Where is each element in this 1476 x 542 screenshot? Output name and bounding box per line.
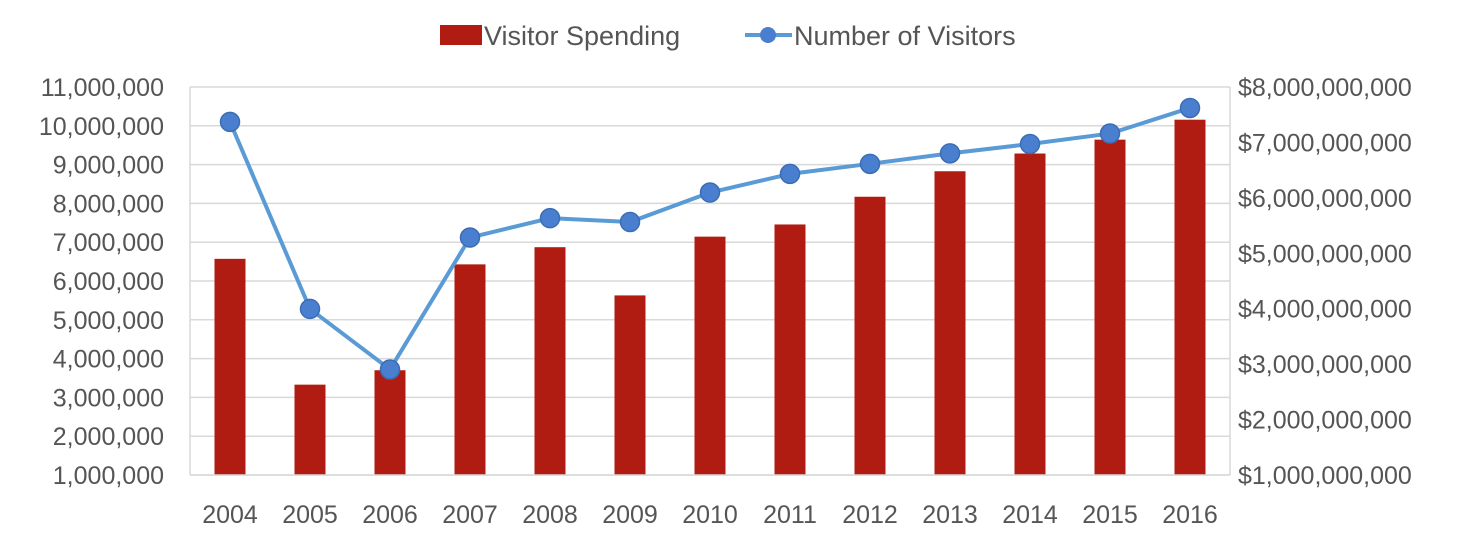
- x-tick-label: 2006: [362, 501, 418, 529]
- left-tick-label: 11,000,000: [41, 74, 164, 102]
- visitors-point-2012: [859, 153, 881, 175]
- x-tick-label: 2004: [202, 501, 258, 529]
- bar-2010: [694, 236, 726, 475]
- visitors-line: [219, 97, 1201, 380]
- visitors-point-2009: [619, 211, 641, 233]
- right-tick-label: $6,000,000,000: [1238, 185, 1412, 213]
- visitors-point-2011: [779, 163, 801, 185]
- right-tick-label: $2,000,000,000: [1238, 407, 1412, 435]
- bar-2011: [774, 224, 806, 475]
- bar-2007: [454, 264, 486, 475]
- x-tick-label: 2005: [282, 501, 338, 529]
- x-tick-label: 2010: [682, 501, 738, 529]
- right-axis-ticks: $1,000,000,000 $2,000,000,000 $3,000,000,0…: [1238, 74, 1412, 490]
- bar-2008: [534, 247, 566, 475]
- bar-2005: [294, 384, 326, 475]
- bar-2012: [854, 196, 886, 475]
- x-tick-label: 2007: [442, 501, 498, 529]
- right-tick-label: $4,000,000,000: [1238, 296, 1412, 324]
- left-tick-label: 9,000,000: [53, 152, 164, 180]
- left-tick-label: 1,000,000: [53, 462, 164, 490]
- visitors-point-2016: [1179, 97, 1201, 119]
- visitors-point-2007: [459, 227, 481, 248]
- x-tick-label: 2016: [1162, 501, 1218, 529]
- visitors-point-2010: [699, 182, 721, 203]
- legend-marker-swatch: [760, 27, 776, 43]
- bar-2006: [374, 370, 406, 475]
- legend-item-spending[interactable]: Visitor Spending: [440, 21, 680, 51]
- axis-lines: [189, 87, 1231, 476]
- x-tick-label: 2013: [922, 501, 978, 529]
- legend-label-spending: Visitor Spending: [484, 21, 680, 51]
- visitors-point-2014: [1019, 133, 1041, 155]
- left-tick-label: 5,000,000: [53, 307, 164, 335]
- spending-bars: [214, 119, 1206, 476]
- bar-2014: [1014, 153, 1046, 475]
- visitors-point-2006: [379, 359, 401, 380]
- visitors-point-2008: [539, 207, 561, 229]
- legend-item-visitors[interactable]: Number of Visitors: [745, 21, 1016, 51]
- left-tick-label: 2,000,000: [53, 423, 164, 451]
- x-tick-label: 2015: [1082, 501, 1138, 529]
- right-tick-label: $1,000,000,000: [1238, 462, 1412, 490]
- x-tick-label: 2008: [522, 501, 578, 529]
- right-tick-label: $5,000,000,000: [1238, 240, 1412, 268]
- x-tick-label: 2014: [1002, 501, 1058, 529]
- left-tick-label: 6,000,000: [53, 268, 164, 296]
- legend: Visitor Spending Number of Visitors: [440, 21, 1016, 51]
- left-tick-label: 7,000,000: [53, 229, 164, 257]
- left-tick-label: 4,000,000: [53, 346, 164, 374]
- left-axis-ticks: 1,000,000 2,000,000 3,000,000 4,000,000 5,00…: [39, 74, 164, 490]
- visitors-point-2004: [219, 111, 241, 133]
- legend-label-visitors: Number of Visitors: [794, 21, 1016, 51]
- visitors-point-2013: [939, 143, 961, 164]
- left-tick-label: 10,000,000: [39, 113, 164, 141]
- bar-2013: [934, 171, 966, 475]
- right-tick-label: $3,000,000,000: [1238, 351, 1412, 379]
- bar-2015: [1094, 139, 1126, 475]
- x-tick-label: 2009: [602, 501, 658, 529]
- right-tick-label: $7,000,000,000: [1238, 129, 1412, 157]
- visitors-point-2015: [1099, 123, 1121, 144]
- x-tick-label: 2011: [763, 501, 817, 529]
- x-tick-label: 2012: [842, 501, 898, 529]
- visitors-point-2005: [299, 298, 321, 320]
- bar-2004: [214, 258, 246, 475]
- left-tick-label: 3,000,000: [53, 384, 164, 412]
- x-axis-ticks: 2004 2005 2006 2007 2008 2009 2010 2011 2012 2013…: [202, 501, 1218, 529]
- legend-bar-swatch: [440, 25, 482, 45]
- bar-2009: [614, 295, 646, 475]
- bar-2016: [1174, 119, 1206, 476]
- left-tick-label: 8,000,000: [53, 190, 164, 218]
- right-tick-label: $8,000,000,000: [1238, 74, 1412, 102]
